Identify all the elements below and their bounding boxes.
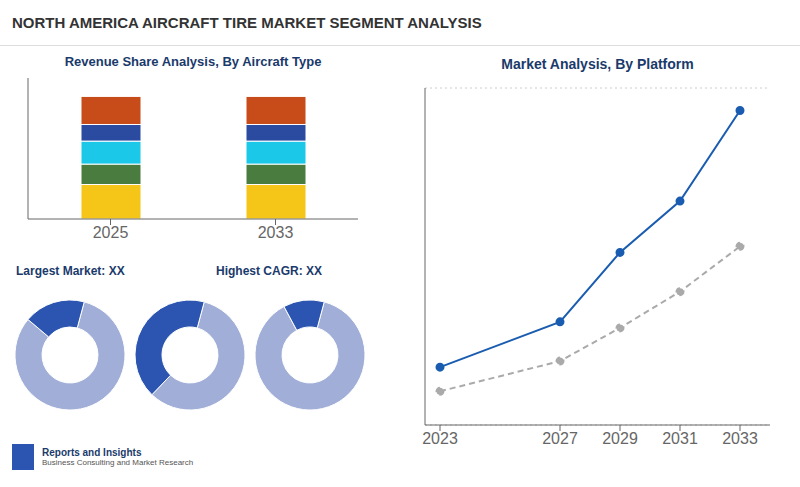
svg-text:2033: 2033 xyxy=(258,224,294,241)
html-text:Market Analysis, By Platform: Market Analysis, By Platform xyxy=(501,56,694,72)
svg-text:2023: 2023 xyxy=(422,430,458,447)
svg-text:2027: 2027 xyxy=(542,430,578,447)
html-text:Largest Market: XX: Largest Market: XX xyxy=(16,264,125,278)
html-text:Reports and Insights: Reports and Insights xyxy=(42,447,142,458)
svg-text:2029: 2029 xyxy=(602,430,638,447)
html-text:NORTH AMERICA AIRCRAFT TIRE MA: NORTH AMERICA AIRCRAFT TIRE MARKET SEGME… xyxy=(12,14,482,31)
html-text:Highest CAGR: XX: Highest CAGR: XX xyxy=(216,264,322,278)
html-text:Revenue Share Analysis, By Air: Revenue Share Analysis, By Aircraft Type xyxy=(64,54,322,69)
svg-text:2025: 2025 xyxy=(93,224,129,241)
html-text:Business Consulting and Market: Business Consulting and Market Research xyxy=(42,458,194,467)
svg-text:2033: 2033 xyxy=(722,430,758,447)
svg-text:2031: 2031 xyxy=(662,430,698,447)
